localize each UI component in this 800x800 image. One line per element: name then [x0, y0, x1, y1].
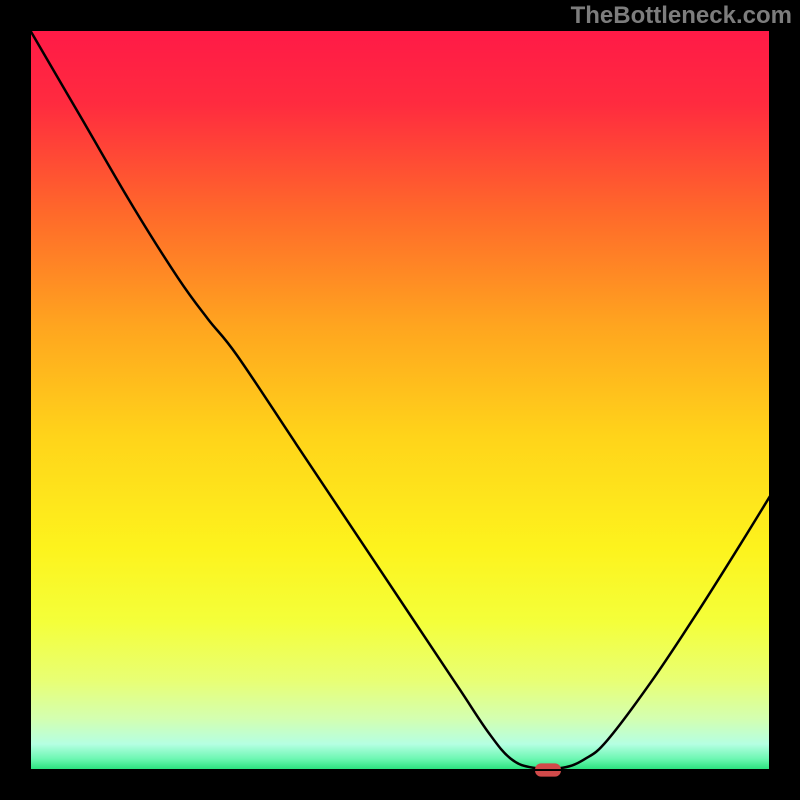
chart-container: TheBottleneck.com: [0, 0, 800, 800]
plot-gradient-background: [30, 30, 770, 770]
bottleneck-chart: [0, 0, 800, 800]
watermark-text: TheBottleneck.com: [571, 2, 792, 30]
